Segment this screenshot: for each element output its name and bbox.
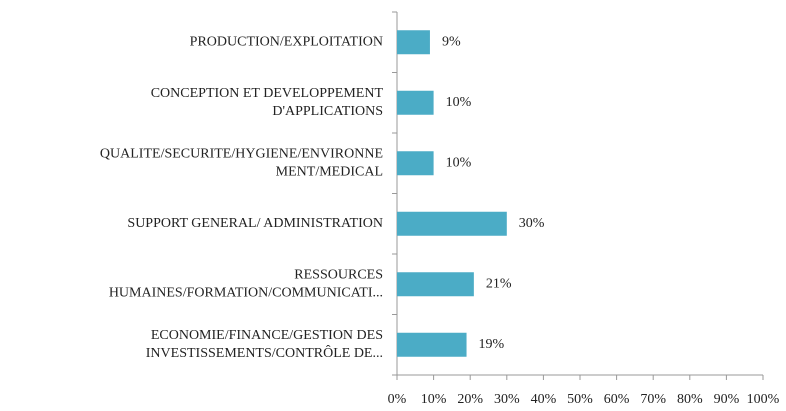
data-label: 10% <box>446 95 472 110</box>
y-tick-label: MENT/MEDICAL <box>276 164 383 179</box>
y-tick-label: D'APPLICATIONS <box>272 104 383 119</box>
bar <box>397 272 474 297</box>
x-tick-label: 20% <box>457 392 483 407</box>
x-tick-label: 60% <box>604 392 630 407</box>
x-tick-label: 50% <box>567 392 593 407</box>
x-tick-label: 90% <box>714 392 740 407</box>
x-tick-label: 10% <box>421 392 447 407</box>
data-label: 30% <box>519 216 545 231</box>
x-tick-label: 100% <box>747 392 780 407</box>
bar <box>397 211 507 236</box>
y-tick-label: ECONOMIE/FINANCE/GESTION DES <box>151 328 383 343</box>
y-tick-label: INVESTISSEMENTS/CONTRÔLE DE... <box>146 344 383 361</box>
bar <box>397 30 430 55</box>
bar <box>397 90 434 115</box>
data-label: 19% <box>479 337 505 352</box>
bar <box>397 332 467 357</box>
data-label: 10% <box>446 155 472 170</box>
x-tick-label: 0% <box>388 392 407 407</box>
y-tick-label: HUMAINES/FORMATION/COMMUNICATI... <box>109 285 383 300</box>
bar <box>397 151 434 176</box>
y-tick-label: QUALITE/SECURITE/HYGIENE/ENVIRONNE <box>100 146 383 161</box>
y-tick-label: PRODUCTION/EXPLOITATION <box>190 34 383 49</box>
data-label: 21% <box>486 276 512 291</box>
x-tick-label: 80% <box>677 392 703 407</box>
y-tick-label: SUPPORT GENERAL/ ADMINISTRATION <box>127 216 383 231</box>
data-label: 9% <box>442 34 461 49</box>
y-tick-label: RESSOURCES <box>294 267 383 282</box>
y-tick-label: CONCEPTION ET DEVELOPPEMENT <box>151 86 384 101</box>
x-tick-label: 30% <box>494 392 520 407</box>
x-tick-label: 70% <box>640 392 666 407</box>
x-tick-label: 40% <box>531 392 557 407</box>
